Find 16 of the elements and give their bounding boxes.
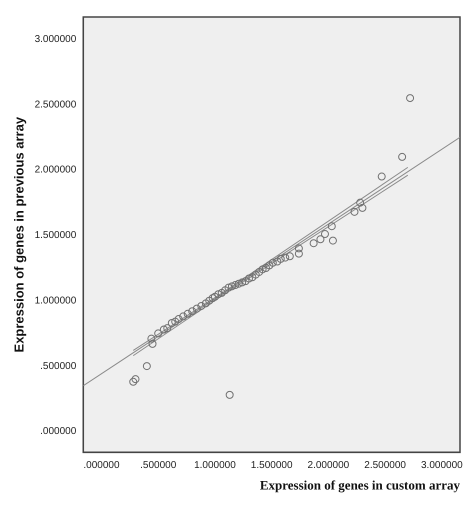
- x-tick-label: 3.000000: [420, 460, 464, 472]
- y-tick-label: .500000: [40, 360, 77, 372]
- x-tick-label: .500000: [140, 460, 177, 472]
- y-tick-label: 2.500000: [34, 99, 77, 110]
- y-tick-label: .000000: [40, 426, 77, 438]
- y-tick-label: 1.500000: [34, 230, 77, 242]
- x-tick-label: 1.500000: [250, 460, 293, 472]
- x-tick-label: .000000: [83, 460, 120, 472]
- y-tick-label: 1.000000: [34, 295, 77, 306]
- x-tick-label: 2.000000: [308, 460, 350, 472]
- y-tick-label: 3.000000: [34, 34, 77, 45]
- x-tick-label: 1.000000: [194, 460, 236, 472]
- y-tick-label: 2.000000: [34, 164, 77, 176]
- x-axis-title: Expression of genes in custom array: [260, 478, 460, 493]
- x-tick-label: 2.500000: [364, 460, 406, 472]
- y-axis-title: Expression of genes in previous array: [11, 116, 26, 352]
